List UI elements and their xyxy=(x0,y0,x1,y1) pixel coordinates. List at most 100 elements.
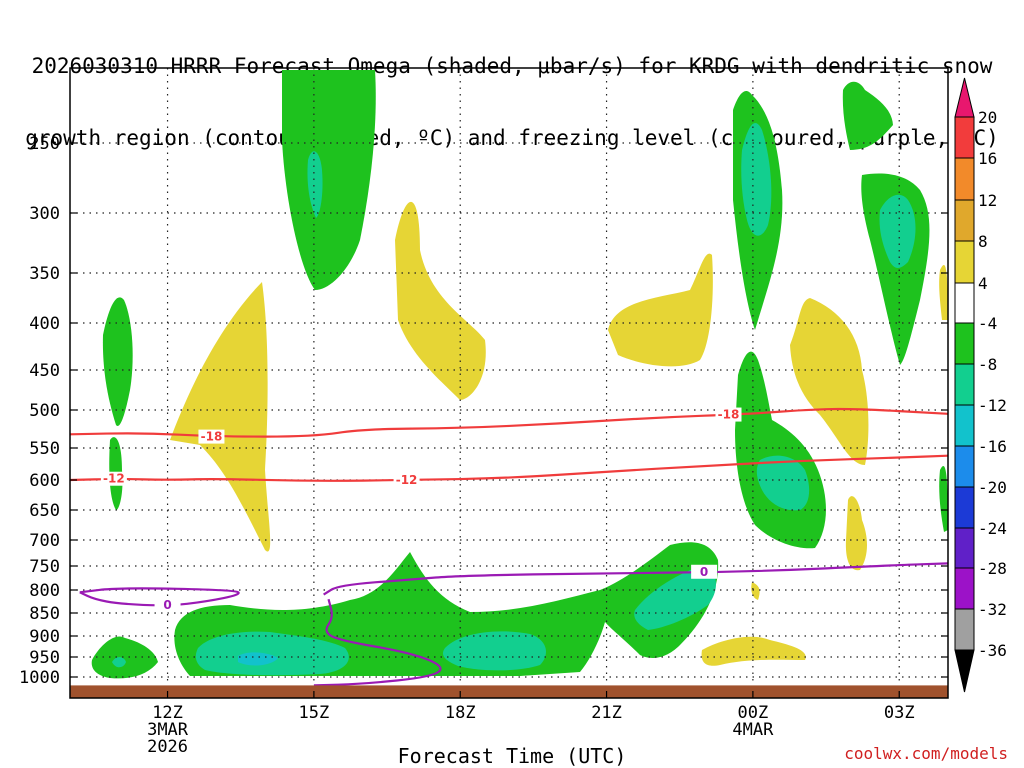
x-tick-sublabel: 2026 xyxy=(147,737,188,757)
omega-region-teal xyxy=(442,631,546,671)
colorbar-tick-label: -8 xyxy=(978,355,997,374)
colorbar-tick-label: -28 xyxy=(978,559,1007,578)
x-axis-label: Forecast Time (UTC) xyxy=(397,744,627,768)
colorbar-swatch xyxy=(954,527,975,569)
y-tick-label: 600 xyxy=(29,471,60,491)
colorbar-swatch xyxy=(954,404,975,447)
y-tick-label: 450 xyxy=(29,361,60,381)
y-tick-label: 500 xyxy=(29,401,60,421)
omega-region-teal xyxy=(112,657,126,668)
grid-lines xyxy=(70,68,948,698)
x-tick-label: 00Z xyxy=(738,703,769,723)
omega-region-yellow xyxy=(608,253,713,367)
omega-region-green xyxy=(91,636,158,679)
omega-region-teal xyxy=(741,122,772,236)
colorbar: 20 16 12 8 4 -4 -8 -12 -16 -20 -24 -28 -32 -36 xyxy=(954,77,1007,693)
contour-line-freezing-level-lower xyxy=(313,598,442,687)
y-tick-label: 800 xyxy=(29,581,60,601)
omega-region-green xyxy=(842,81,893,150)
omega-region-yellow xyxy=(845,496,867,571)
y-tick-label: 400 xyxy=(29,314,60,334)
colorbar-tick-label: -36 xyxy=(978,641,1007,660)
colorbar-swatch xyxy=(954,282,975,324)
y-tick-label: 750 xyxy=(29,557,60,577)
colorbar-tick-label: 20 xyxy=(978,108,997,127)
contour-label: -18 xyxy=(718,408,740,422)
colorbar-tick-label: -20 xyxy=(978,478,1007,497)
contour-label-bg xyxy=(100,471,127,486)
colorbar-tick-label: 16 xyxy=(978,149,997,168)
colorbar-tick-label: -16 xyxy=(978,437,1007,456)
credit-text: coolwx.com/models xyxy=(844,744,1008,763)
omega-region-teal xyxy=(307,151,323,218)
colorbar-tick-label: -4 xyxy=(978,314,997,333)
x-tick-label: 15Z xyxy=(299,703,330,723)
omega-region-teal xyxy=(879,194,916,268)
x-tick-label: 12Z xyxy=(152,703,183,723)
contour-label-bg xyxy=(691,564,718,579)
colorbar-swatch xyxy=(954,363,975,406)
plot-frame xyxy=(69,67,949,699)
contour-line-dendritic-12 xyxy=(70,454,948,482)
y-tick-label: 250 xyxy=(29,134,60,154)
contour-label: 0 xyxy=(700,565,708,579)
contour-label-bg xyxy=(715,407,742,422)
omega-region-teal xyxy=(195,631,349,676)
contour-label: 0 xyxy=(163,598,171,612)
omega-region-yellow xyxy=(701,636,806,666)
omega-region-teal xyxy=(756,455,810,511)
y-tick-label: 550 xyxy=(29,439,60,459)
contour-label-bg xyxy=(154,598,181,613)
y-tick-label: 300 xyxy=(29,204,60,224)
omega-shading xyxy=(91,70,948,679)
colorbar-tick-label: -32 xyxy=(978,600,1007,619)
contour-label-bg xyxy=(393,473,420,487)
contour-label: -18 xyxy=(201,430,223,444)
colorbar-tick-label: 4 xyxy=(978,274,988,293)
x-tick-sublabel: 4MAR xyxy=(732,720,774,740)
colorbar-arrow-top xyxy=(954,77,975,118)
colorbar-tick-label: 12 xyxy=(978,191,997,210)
ground-terrain xyxy=(70,685,948,698)
x-tick-label: 03Z xyxy=(884,703,915,723)
contour-label: -12 xyxy=(103,472,125,486)
y-tick-label: 850 xyxy=(29,604,60,624)
y-tick-label: 1000 xyxy=(19,668,60,688)
colorbar-arrow-bottom xyxy=(954,649,975,693)
contour-label: -12 xyxy=(396,473,418,487)
colorbar-swatch xyxy=(954,116,975,159)
omega-region-cyan xyxy=(238,652,278,666)
omega-region-green xyxy=(102,297,133,426)
x-tick-sublabel: 3MAR xyxy=(147,720,189,740)
y-tick-label: 350 xyxy=(29,264,60,284)
contour-line-dendritic-18 xyxy=(70,407,948,438)
contour-labels: -18 -18 -12 -12 0 0 xyxy=(100,407,742,613)
colorbar-tick-label: -12 xyxy=(978,396,1007,415)
colorbar-swatch xyxy=(954,199,975,242)
colorbar-swatch xyxy=(954,445,975,488)
colorbar-swatch xyxy=(954,567,975,610)
colorbar-swatch xyxy=(954,322,975,365)
y-tick-label: 950 xyxy=(29,648,60,668)
contour-label-bg xyxy=(198,429,225,444)
omega-region-green xyxy=(282,70,376,290)
omega-region-green xyxy=(939,466,948,532)
y-tick-label: 900 xyxy=(29,627,60,647)
contour-lines xyxy=(70,407,948,687)
x-tick-label: 18Z xyxy=(445,703,476,723)
y-axis: 250 300 350 400 450 500 550 600 650 700 750 800 850 9… xyxy=(19,134,948,688)
x-tick-label: 21Z xyxy=(591,703,622,723)
colorbar-swatch xyxy=(954,608,975,651)
title-line-1: 2026030310 HRRR Forecast Omega (shaded, … xyxy=(31,54,993,78)
omega-region-yellow xyxy=(790,298,869,465)
colorbar-swatch xyxy=(954,486,975,529)
colorbar-swatch xyxy=(954,157,975,201)
contour-line-freezing-level-west xyxy=(79,587,240,607)
omega-region-teal xyxy=(634,565,716,630)
omega-region-yellow xyxy=(751,582,760,600)
omega-region-yellow xyxy=(395,201,486,400)
colorbar-tick-label: -24 xyxy=(978,519,1007,538)
omega-region-yellow xyxy=(939,265,948,320)
y-tick-label: 700 xyxy=(29,531,60,551)
